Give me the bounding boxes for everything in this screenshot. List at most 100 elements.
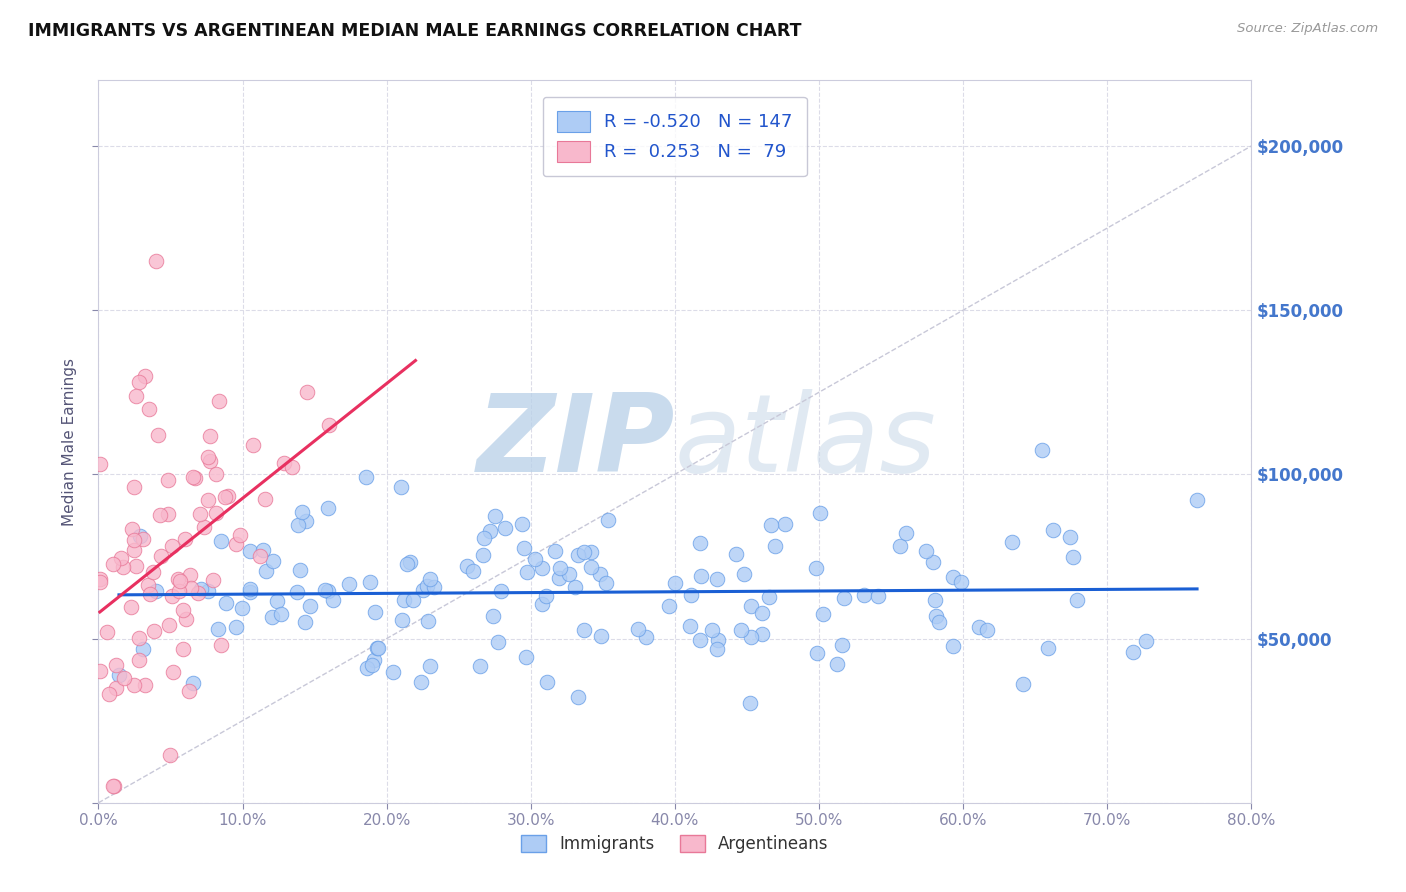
Point	[242, 438, 264, 452]
Point	[1062, 549, 1084, 564]
Point	[183, 675, 205, 690]
Point	[209, 638, 232, 652]
Point	[159, 748, 181, 763]
Point	[89, 574, 111, 589]
Point	[122, 542, 145, 557]
Point	[299, 599, 322, 614]
Point	[894, 526, 917, 541]
Point	[104, 681, 127, 695]
Point	[252, 543, 274, 558]
Point	[173, 532, 195, 546]
Point	[423, 581, 446, 595]
Point	[595, 575, 617, 590]
Point	[690, 568, 713, 582]
Point	[162, 665, 184, 679]
Point	[239, 544, 262, 558]
Point	[1001, 534, 1024, 549]
Point	[193, 520, 215, 534]
Point	[128, 631, 150, 645]
Point	[415, 579, 437, 593]
Point	[316, 500, 339, 515]
Point	[689, 536, 711, 550]
Point	[110, 550, 132, 565]
Point	[808, 506, 831, 520]
Point	[172, 603, 194, 617]
Point	[156, 474, 179, 488]
Point	[925, 608, 948, 623]
Text: IMMIGRANTS VS ARGENTINEAN MEDIAN MALE EARNINGS CORRELATION CHART: IMMIGRANTS VS ARGENTINEAN MEDIAN MALE EA…	[28, 22, 801, 40]
Point	[229, 528, 252, 542]
Point	[530, 597, 553, 611]
Point	[706, 641, 728, 656]
Point	[681, 588, 703, 602]
Point	[634, 630, 657, 644]
Text: ZIP: ZIP	[477, 389, 675, 494]
Point	[354, 470, 377, 484]
Point	[572, 623, 595, 637]
Point	[579, 544, 602, 558]
Point	[172, 642, 194, 657]
Point	[382, 665, 405, 680]
Point	[725, 548, 748, 562]
Point	[287, 517, 309, 532]
Point	[297, 385, 319, 400]
Point	[547, 571, 569, 585]
Point	[740, 630, 762, 644]
Point	[564, 580, 586, 594]
Point	[139, 587, 162, 601]
Point	[120, 600, 142, 615]
Point	[179, 567, 201, 582]
Point	[544, 544, 567, 558]
Point	[915, 544, 938, 558]
Text: atlas: atlas	[675, 389, 936, 494]
Point	[253, 491, 276, 506]
Point	[922, 555, 945, 569]
Point	[225, 536, 247, 550]
Point	[239, 582, 262, 597]
Point	[188, 507, 211, 521]
Point	[134, 368, 156, 383]
Point	[419, 658, 441, 673]
Point	[101, 780, 124, 794]
Point	[124, 533, 146, 548]
Point	[567, 548, 589, 562]
Point	[179, 684, 201, 698]
Point	[852, 588, 875, 602]
Point	[536, 675, 558, 690]
Point	[740, 599, 762, 613]
Point	[513, 541, 536, 555]
Point	[494, 521, 516, 535]
Point	[136, 578, 159, 592]
Point	[262, 554, 284, 568]
Point	[288, 563, 311, 577]
Point	[395, 558, 418, 572]
Point	[231, 601, 253, 615]
Point	[811, 607, 834, 622]
Point	[169, 574, 191, 588]
Point	[202, 573, 225, 587]
Point	[763, 539, 786, 553]
Point	[197, 450, 219, 465]
Point	[658, 599, 681, 614]
Point	[1011, 676, 1033, 690]
Point	[198, 429, 221, 443]
Point	[1031, 443, 1053, 458]
Point	[208, 393, 231, 408]
Point	[138, 401, 160, 416]
Point	[190, 582, 212, 597]
Point	[1185, 492, 1208, 507]
Point	[96, 624, 118, 639]
Point	[89, 664, 111, 678]
Point	[942, 639, 965, 653]
Point	[132, 642, 155, 657]
Point	[579, 560, 602, 574]
Point	[1122, 645, 1144, 659]
Point	[832, 591, 855, 605]
Point	[664, 575, 686, 590]
Text: Source: ZipAtlas.com: Source: ZipAtlas.com	[1237, 22, 1378, 36]
Point	[111, 560, 134, 574]
Point	[176, 612, 198, 626]
Point	[112, 671, 135, 685]
Point	[548, 560, 571, 574]
Point	[942, 570, 965, 584]
